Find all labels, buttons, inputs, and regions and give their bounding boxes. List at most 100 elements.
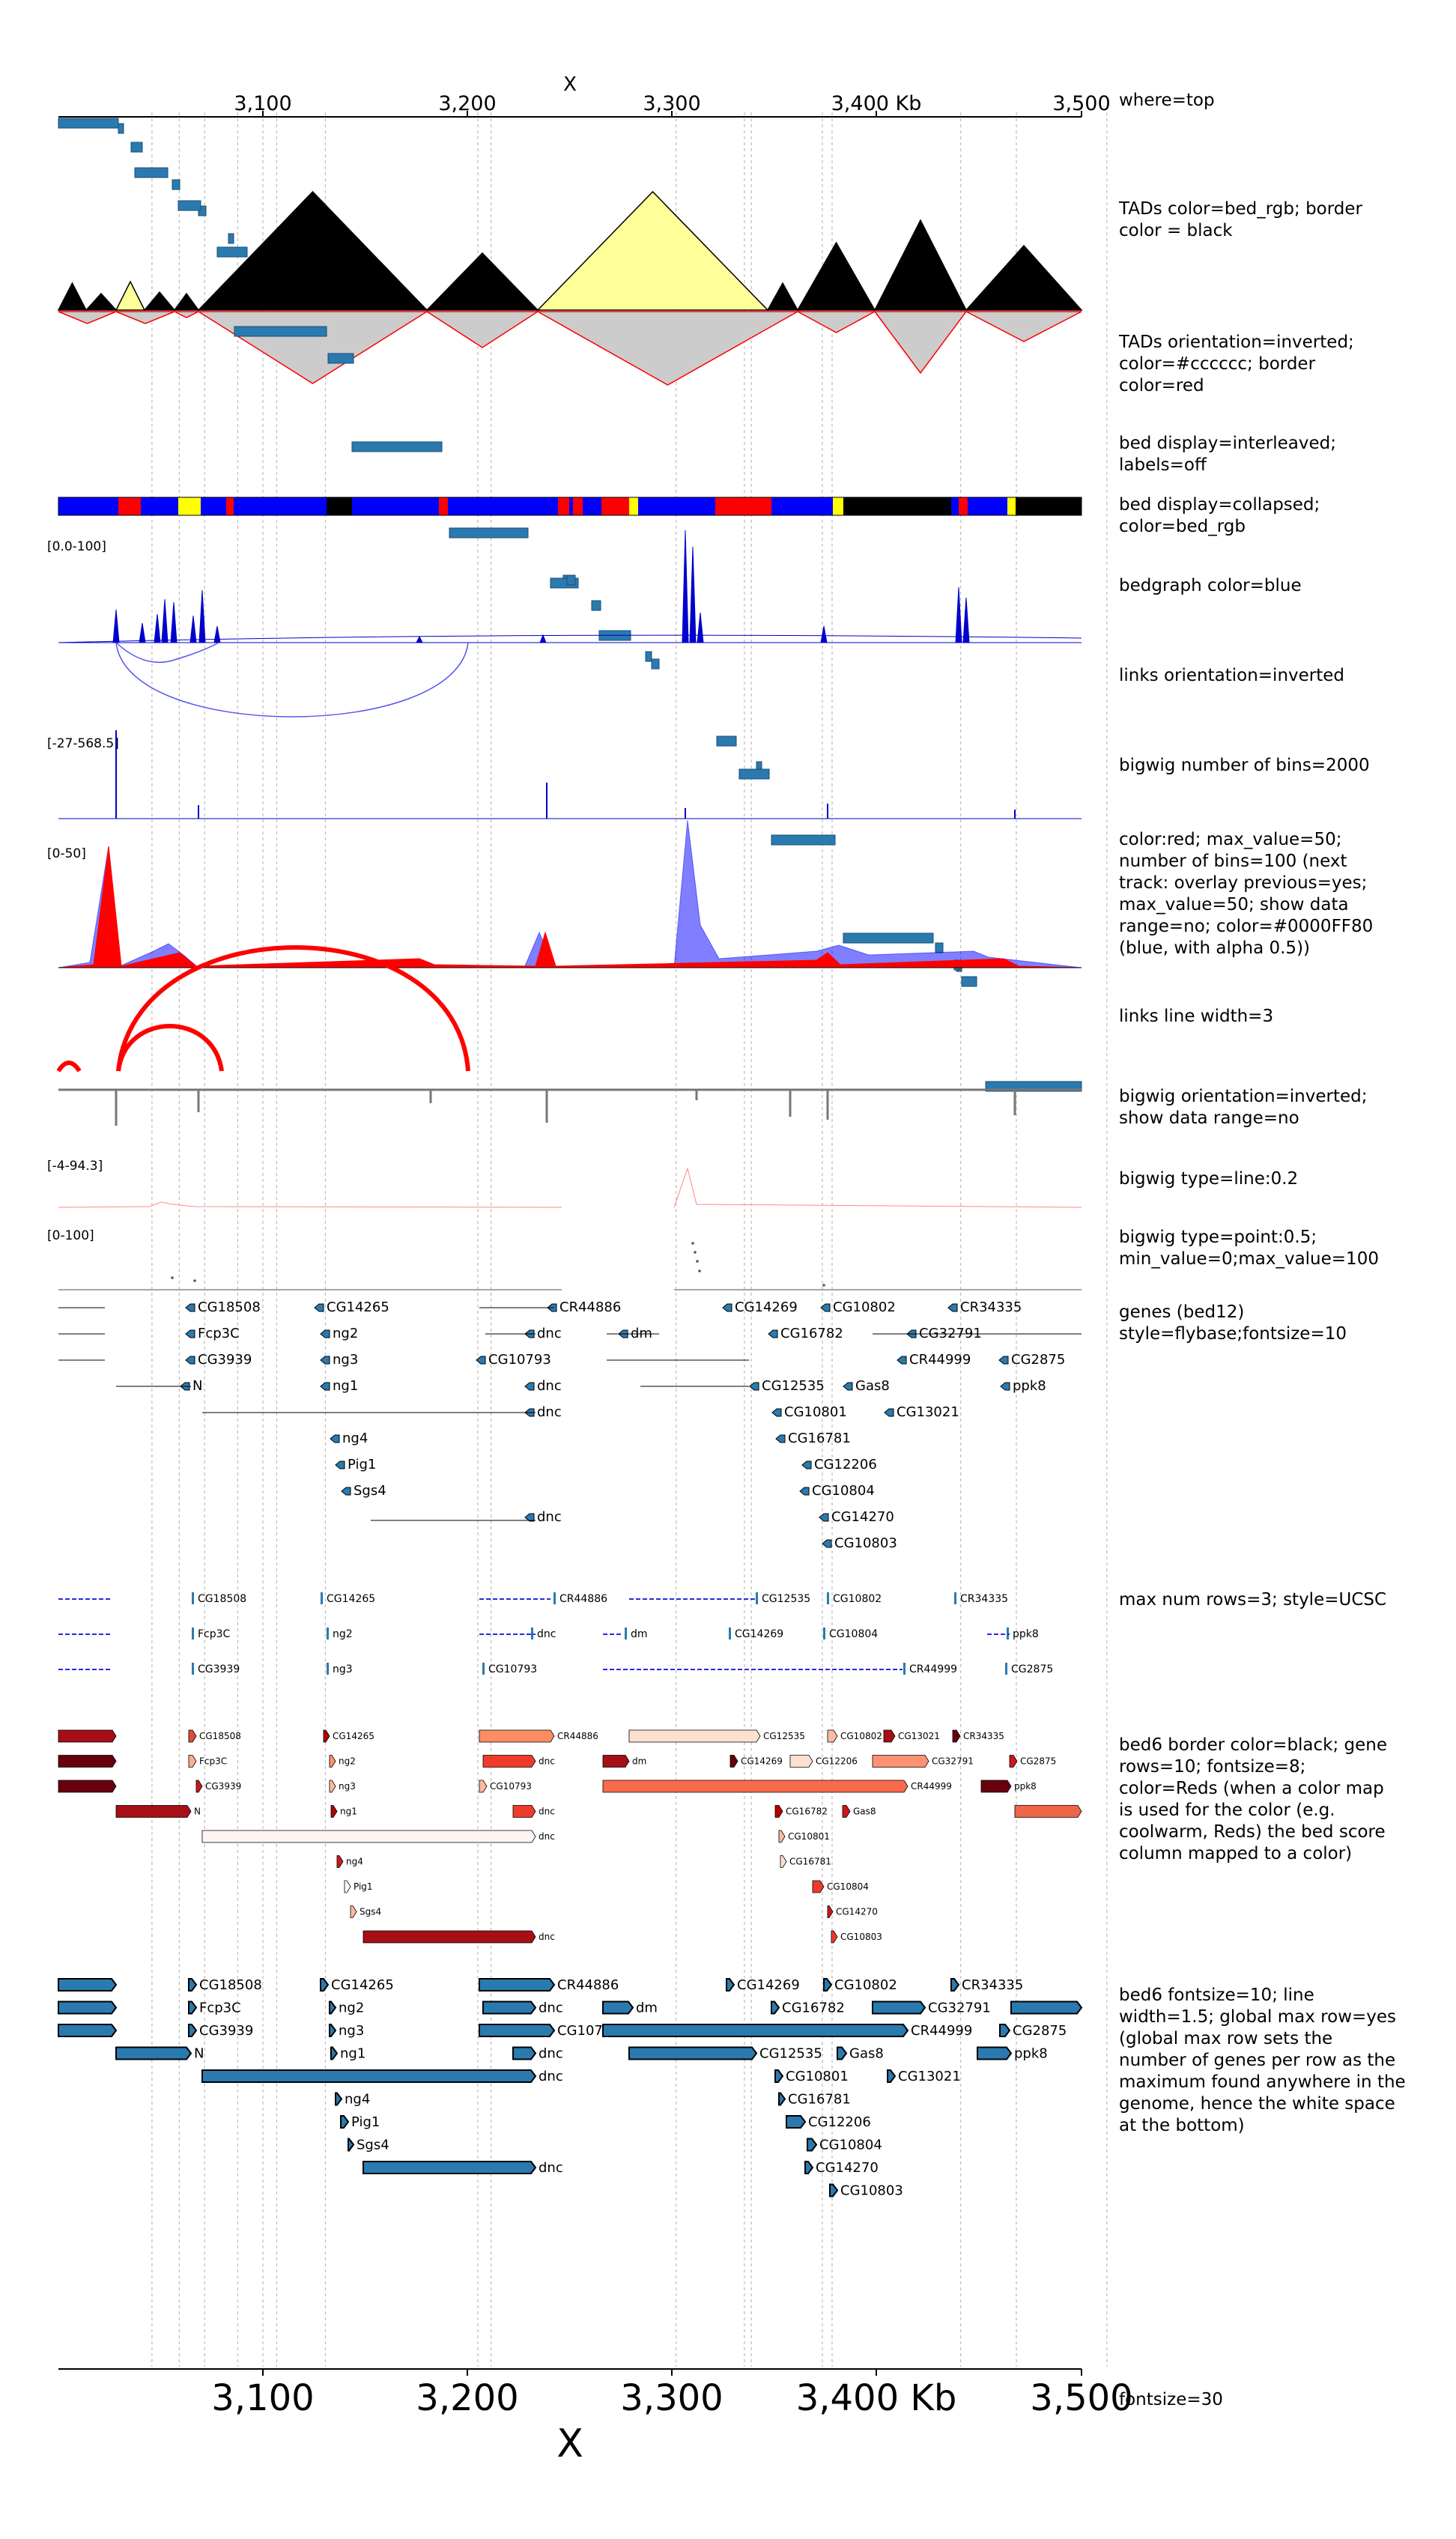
bed-feature: [771, 834, 836, 846]
ucsc-gene-exon: [192, 1628, 194, 1639]
tad-triangle: [796, 241, 876, 311]
ucsc-gene-label: ng3: [333, 1663, 353, 1675]
blue-gene-label: CR34335: [962, 1977, 1023, 1993]
reds-gene-label: Sgs4: [360, 1907, 381, 1917]
flybase-gene-label: ng3: [333, 1352, 358, 1368]
bed-collapsed-segment: [573, 497, 583, 515]
reds-gene-feature: [602, 1755, 630, 1768]
reds-gene-label: CG14270: [836, 1907, 878, 1917]
bed-feature: [118, 123, 124, 134]
bed-collapsed-segment: [327, 497, 352, 515]
blue-gene-feature: [823, 1978, 833, 1992]
blue-gene-label: CG14265: [331, 1977, 394, 1993]
axis-top-tick-label: 3,500: [1052, 92, 1110, 115]
track-label-line: links line width=3: [1119, 1007, 1274, 1026]
axis-bottom-tick-label: 3,400 Kb: [796, 2377, 957, 2419]
tad-triangle: [965, 244, 1083, 311]
reds-gene-feature: [883, 1729, 896, 1743]
tad-inverted-triangle: [425, 311, 540, 348]
track-label-axis-top: where=top: [1119, 90, 1449, 112]
track-label-line: bigwig number of bins=2000: [1119, 756, 1370, 775]
tad-inverted-triangle: [536, 311, 800, 386]
bed-feature: [843, 932, 934, 944]
ucsc-gene-exon: [625, 1628, 627, 1639]
tad-inverted-triangle: [965, 311, 1082, 342]
flybase-gene-glyph: [185, 1329, 195, 1338]
flybase-gene-glyph: [320, 1329, 330, 1338]
reds-gene-feature: [201, 1830, 536, 1843]
bed-collapsed-segment: [118, 497, 141, 515]
flybase-gene-glyph: [185, 1356, 195, 1365]
bed-collapsed-segment: [226, 497, 234, 515]
flybase-gene-glyph: [820, 1303, 831, 1312]
blue-gene-label: CG12206: [808, 2114, 871, 2130]
blue-gene-feature: [335, 2092, 343, 2106]
track-label-line: is used for the color (e.g.: [1119, 1801, 1335, 1820]
track-label-line: track: overlay previous=yes;: [1119, 873, 1368, 893]
reds-gene-feature: [115, 1805, 192, 1818]
reds-gene-feature: [188, 1729, 197, 1743]
tad-triangle: [173, 292, 200, 311]
ucsc-gene-label: CG10804: [829, 1628, 878, 1640]
flybase-gene-label: Gas8: [855, 1378, 890, 1394]
flybase-gene-label: dnc: [537, 1509, 562, 1525]
bigwig-point: [691, 1242, 694, 1245]
reds-gene-feature: [1014, 1805, 1082, 1818]
reds-gene-feature: [842, 1805, 851, 1818]
bed-collapsed-segment: [959, 497, 968, 515]
track-label-line: color = black: [1119, 221, 1233, 240]
axis-top-chrom: X: [563, 73, 577, 96]
track-label-line: column mapped to a color): [1119, 1844, 1353, 1863]
ucsc-gene-label: CR34335: [960, 1593, 1008, 1605]
reds-gene-feature: [482, 1755, 536, 1768]
track-label-bigwig-line: bigwig type=line:0.2: [1119, 1168, 1449, 1190]
track-label-line: maximum found anywhere in the: [1119, 2072, 1406, 2092]
reds-gene-label: CG32791: [932, 1756, 974, 1767]
link-wide-tiny: [56, 1061, 82, 1073]
reds-gene-label: CG16782: [786, 1807, 828, 1817]
link-wide-large: [116, 945, 470, 1072]
blue-gene-feature: [829, 2183, 839, 2197]
tad-inverted-triangle: [873, 311, 968, 374]
reds-gene-label: Gas8: [853, 1807, 876, 1817]
track-label-line: width=1.5; global max row=yes: [1119, 2007, 1397, 2027]
track-label-line: labels=off: [1119, 455, 1207, 475]
reds-gene-feature: [827, 1729, 838, 1743]
bed-feature: [566, 574, 576, 586]
bigwig-range: [-27-568.5]: [47, 736, 119, 751]
flybase-gene-label: CG16781: [788, 1431, 851, 1446]
axis-top-tick-label: 3,400 Kb: [831, 92, 922, 115]
blue-gene-label: CG10803: [840, 2183, 903, 2199]
link-arc-large: [115, 642, 469, 718]
blue-gene-label: Sgs4: [357, 2138, 389, 2153]
flybase-gene-label: CR44999: [909, 1352, 971, 1368]
bed-feature: [130, 142, 143, 153]
blue-gene-feature: [58, 1978, 118, 1992]
axis-bottom-chrom: X: [556, 2421, 583, 2466]
track-label-line: at the bottom): [1119, 2116, 1245, 2135]
overlay-red-area: [58, 846, 1082, 968]
track-label-bigwig-point: bigwig type=point:0.5; min_value=0;max_va…: [1119, 1227, 1449, 1270]
bed-collapsed-segment: [833, 497, 843, 515]
bigwig-line-trace: [58, 1167, 1082, 1208]
blue-gene-label: CG14269: [737, 1977, 800, 1993]
ucsc-gene-exon: [327, 1628, 329, 1639]
track-label-line: genome, hence the white space: [1119, 2094, 1395, 2114]
reds-gene-label: CR44999: [911, 1781, 952, 1792]
blue-gene-label: ppk8: [1014, 2046, 1048, 2062]
reds-gene-label: ng1: [340, 1807, 357, 1817]
blue-gene-label: CG32791: [928, 2000, 991, 2016]
track-label-tads: TADs color=bed_rgb; border color = black: [1119, 198, 1449, 242]
reds-gene-label: CG3939: [205, 1781, 241, 1792]
reds-gene-label: CG10801: [788, 1831, 830, 1842]
flybase-gene-glyph: [330, 1434, 340, 1443]
track-label-line: color=#cccccc; border: [1119, 354, 1316, 374]
tad-triangle: [85, 292, 118, 311]
tad-inverted-triangle: [115, 311, 175, 324]
blue-gene-label: CG13021: [898, 2069, 961, 2084]
ucsc-gene-exon: [192, 1663, 194, 1675]
flybase-gene-glyph: [320, 1382, 330, 1391]
reds-gene-feature: [628, 1729, 761, 1743]
reds-gene-feature: [729, 1755, 738, 1768]
ucsc-gene-exon: [327, 1663, 329, 1675]
